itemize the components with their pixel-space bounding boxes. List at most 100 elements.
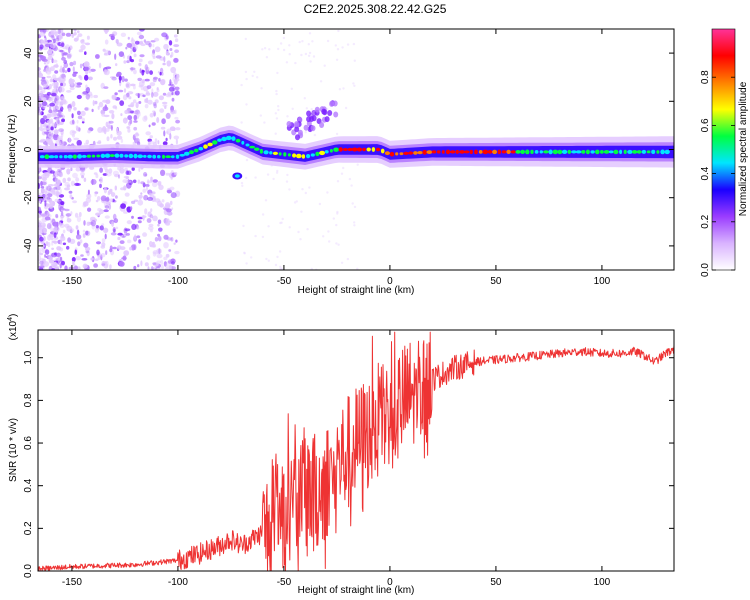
noise-speck: [38, 166, 41, 172]
noise-speck: [151, 191, 156, 195]
noise-speck: [153, 76, 158, 80]
noise-speck: [78, 49, 84, 53]
noise-speck: [103, 86, 109, 89]
colorbar-tick-label: 0.8: [700, 70, 711, 84]
noise-speck: [53, 261, 58, 268]
noise-speck: [134, 44, 138, 50]
noise-speck: [122, 179, 128, 184]
noise-speck: [308, 51, 312, 55]
noise-speck: [154, 237, 159, 242]
noise-speck: [60, 42, 65, 47]
spectrogram-y-label: Frequency (Hz): [7, 115, 18, 184]
noise-speck: [147, 211, 152, 218]
noise-speck: [268, 48, 271, 51]
ridge-blob: [310, 153, 315, 157]
noise-speck: [67, 237, 71, 243]
noise-speck: [62, 46, 68, 50]
noise-speck: [312, 55, 316, 58]
noise-speck: [83, 201, 87, 207]
noise-speck: [160, 126, 166, 130]
noise-speck: [71, 113, 74, 119]
noise-speck: [64, 223, 70, 228]
noise-speck: [335, 58, 339, 61]
noise-speck: [95, 258, 99, 262]
colorbar-tick-label: 0.0: [700, 263, 711, 277]
noise-speck: [138, 62, 142, 67]
noise-speck: [77, 266, 81, 270]
noise-speck: [139, 29, 145, 32]
noise-speck: [159, 71, 162, 76]
noise-speck: [116, 135, 123, 140]
noise-speck: [144, 262, 149, 267]
noise-speck: [146, 218, 152, 223]
noise-speck: [294, 121, 300, 128]
noise-speck: [174, 78, 180, 82]
noise-speck: [85, 197, 92, 203]
noise-speck: [140, 43, 146, 47]
noise-speck: [286, 115, 289, 118]
noise-speck: [41, 40, 45, 44]
noise-speck: [48, 133, 52, 137]
noise-speck: [304, 131, 307, 134]
noise-speck: [295, 134, 300, 141]
noise-speck: [125, 180, 131, 184]
noise-speck: [103, 128, 107, 135]
noise-speck: [100, 253, 106, 258]
noise-speck: [274, 132, 277, 135]
noise-speck: [47, 198, 53, 203]
ridge-blob: [631, 150, 638, 154]
noise-speck: [147, 138, 152, 142]
noise-speck: [166, 208, 172, 213]
noise-speck: [137, 77, 142, 82]
noise-speck: [86, 221, 91, 226]
noise-speck: [108, 120, 114, 124]
noise-speck: [139, 68, 142, 74]
noise-speck: [162, 92, 167, 96]
noise-speck: [337, 243, 340, 246]
noise-speck: [69, 86, 75, 91]
noise-speck: [295, 200, 298, 203]
noise-speck: [81, 121, 85, 124]
noise-speck: [110, 192, 116, 197]
noise-speck: [175, 127, 181, 131]
noise-speck: [173, 242, 176, 245]
ridge-blob: [175, 154, 180, 159]
noise-speck: [175, 190, 181, 197]
noise-speck: [70, 167, 73, 171]
ridge-blob: [469, 149, 473, 155]
noise-speck: [40, 117, 46, 125]
noise-speck: [157, 200, 162, 207]
noise-speck: [100, 245, 106, 249]
noise-speck: [47, 241, 51, 248]
noise-speck: [164, 267, 170, 270]
noise-speck: [108, 110, 115, 114]
noise-speck: [137, 264, 140, 268]
noise-speck: [105, 66, 112, 69]
ridge-blob: [463, 150, 470, 154]
noise-speck: [109, 198, 114, 203]
noise-speck: [61, 57, 66, 61]
noise-speck: [48, 97, 51, 103]
noise-speck: [132, 99, 137, 104]
noise-speck: [133, 120, 138, 123]
noise-speck: [278, 250, 282, 253]
noise-speck: [277, 105, 280, 108]
ridge-blob: [362, 147, 366, 152]
ridge-blobs: [39, 135, 670, 159]
noise-speck: [49, 78, 54, 83]
noise-speck: [352, 42, 356, 46]
ridge-blob: [613, 149, 619, 155]
noise-speck: [59, 239, 63, 246]
noise-speck: [76, 139, 82, 147]
noise-speck: [61, 100, 68, 105]
noise-speck: [144, 78, 150, 82]
noise-speck: [174, 49, 180, 53]
noise-speck: [274, 263, 278, 267]
ridge-blob: [319, 150, 326, 156]
noise-speck: [127, 55, 130, 60]
noise-speck: [250, 256, 253, 259]
noise-speck: [46, 91, 52, 96]
noise-speck: [151, 122, 156, 126]
ridge-blob: [81, 154, 87, 158]
noise-speck: [64, 70, 68, 74]
